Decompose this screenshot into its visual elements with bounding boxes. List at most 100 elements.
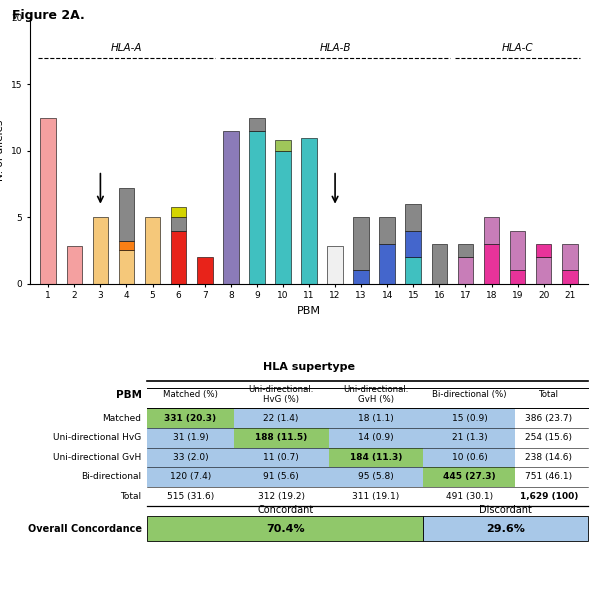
Text: 29.6%: 29.6%	[486, 524, 525, 534]
Bar	[119, 241, 134, 250]
Text: Bi-directional (%): Bi-directional (%)	[432, 390, 506, 399]
Bar	[536, 244, 551, 257]
Bar	[327, 246, 343, 284]
Text: HLA-B: HLA-B	[319, 43, 351, 53]
Bar	[424, 428, 515, 447]
Bar	[458, 244, 473, 257]
Text: 33 (2.0): 33 (2.0)	[173, 453, 208, 462]
Bar	[119, 250, 134, 284]
Bar	[171, 217, 187, 231]
Text: 751 (46.1): 751 (46.1)	[526, 473, 572, 482]
Bar	[233, 447, 329, 467]
Text: Uni-directional.
GvH (%): Uni-directional. GvH (%)	[343, 385, 409, 404]
Bar	[424, 447, 515, 467]
Bar	[301, 138, 317, 284]
Bar	[536, 257, 551, 284]
Text: B): B)	[0, 358, 1, 371]
Bar	[424, 409, 515, 428]
Bar	[145, 217, 160, 284]
Bar	[406, 231, 421, 257]
Text: Concordant: Concordant	[257, 505, 313, 515]
Text: Discordant: Discordant	[479, 505, 532, 515]
Text: 31 (1.9): 31 (1.9)	[173, 433, 208, 442]
Text: 120 (7.4): 120 (7.4)	[170, 473, 211, 482]
Text: 95 (5.8): 95 (5.8)	[358, 473, 394, 482]
Bar	[233, 409, 329, 428]
Bar	[249, 131, 265, 284]
Bar	[353, 270, 369, 284]
Bar	[484, 217, 499, 244]
Text: 10 (0.6): 10 (0.6)	[452, 453, 487, 462]
Text: 22 (1.4): 22 (1.4)	[263, 414, 299, 423]
Bar	[233, 467, 329, 487]
Bar	[510, 231, 526, 270]
Bar	[329, 467, 424, 487]
Text: 312 (19.2): 312 (19.2)	[257, 492, 305, 501]
Text: 238 (14.6): 238 (14.6)	[526, 453, 572, 462]
Text: 491 (30.1): 491 (30.1)	[446, 492, 493, 501]
Text: 445 (27.3): 445 (27.3)	[443, 473, 496, 482]
Bar	[147, 516, 424, 541]
Text: 515 (31.6): 515 (31.6)	[167, 492, 214, 501]
Bar	[233, 428, 329, 447]
Text: Matched (%): Matched (%)	[163, 390, 218, 399]
Bar	[249, 117, 265, 131]
Text: Overall Concordance: Overall Concordance	[28, 524, 142, 534]
Text: Total: Total	[539, 390, 559, 399]
Text: 386 (23.7): 386 (23.7)	[526, 414, 572, 423]
Text: Matched: Matched	[103, 414, 142, 423]
Bar	[406, 257, 421, 284]
Bar	[484, 244, 499, 284]
Bar	[92, 217, 108, 284]
Bar	[353, 217, 369, 270]
Y-axis label: N. of alleles: N. of alleles	[0, 120, 5, 181]
Bar	[510, 270, 526, 284]
Bar	[223, 131, 239, 284]
Text: Bi-directional: Bi-directional	[82, 473, 142, 482]
Bar	[329, 428, 424, 447]
Text: Uni-directional GvH: Uni-directional GvH	[53, 453, 142, 462]
Text: 311 (19.1): 311 (19.1)	[352, 492, 400, 501]
Bar	[458, 257, 473, 284]
Bar	[171, 207, 187, 217]
Text: PBM: PBM	[116, 390, 142, 400]
Text: 188 (11.5): 188 (11.5)	[255, 433, 307, 442]
Text: 254 (15.6): 254 (15.6)	[526, 433, 572, 442]
Text: 11 (0.7): 11 (0.7)	[263, 453, 299, 462]
Text: 91 (5.6): 91 (5.6)	[263, 473, 299, 482]
Bar	[562, 270, 578, 284]
Text: HLA supertype: HLA supertype	[263, 362, 355, 373]
Text: HLA-C: HLA-C	[502, 43, 533, 53]
Text: 21 (1.3): 21 (1.3)	[452, 433, 487, 442]
Bar	[424, 516, 588, 541]
Bar	[40, 117, 56, 284]
Text: Uni-directional.
HvG (%): Uni-directional. HvG (%)	[248, 385, 314, 404]
X-axis label: PBM: PBM	[297, 306, 321, 316]
Bar	[406, 204, 421, 231]
Bar	[119, 188, 134, 241]
Bar	[329, 447, 424, 467]
Text: 184 (11.3): 184 (11.3)	[350, 453, 402, 462]
Bar	[431, 244, 447, 284]
Bar	[171, 231, 187, 284]
Bar	[275, 140, 291, 151]
Text: HLA-A: HLA-A	[111, 43, 142, 53]
Text: 18 (1.1): 18 (1.1)	[358, 414, 394, 423]
Bar	[275, 151, 291, 284]
Text: Figure 2A.: Figure 2A.	[12, 9, 85, 22]
Bar	[147, 467, 233, 487]
Bar	[197, 257, 212, 284]
Bar	[424, 467, 515, 487]
Text: Uni-directional HvG: Uni-directional HvG	[53, 433, 142, 442]
Text: 14 (0.9): 14 (0.9)	[358, 433, 394, 442]
Bar	[147, 428, 233, 447]
Bar	[147, 447, 233, 467]
Bar	[562, 244, 578, 270]
Text: 70.4%: 70.4%	[266, 524, 305, 534]
Bar	[379, 244, 395, 284]
Text: 331 (20.3): 331 (20.3)	[164, 414, 217, 423]
Bar	[67, 246, 82, 284]
Bar	[147, 409, 233, 428]
Bar	[379, 217, 395, 244]
Text: 15 (0.9): 15 (0.9)	[452, 414, 487, 423]
